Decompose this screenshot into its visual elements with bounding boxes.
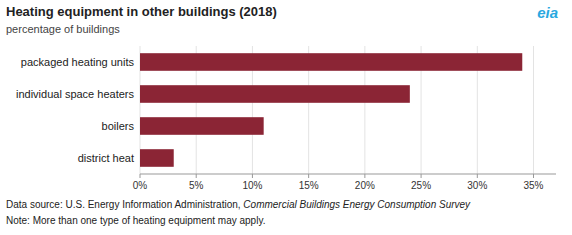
x-tick [364, 174, 365, 178]
x-tick-label: 10% [242, 180, 262, 191]
x-tick [252, 174, 253, 178]
x-tick-label: 0% [133, 180, 148, 191]
x-tick-label: 25% [411, 180, 431, 191]
chart-svg: Heating equipment in other buildings (20… [0, 0, 572, 235]
x-axis-line [140, 174, 556, 175]
x-tick [196, 174, 197, 178]
footnote-survey: Commercial Buildings Energy Consumption … [243, 199, 471, 210]
logo: eia [537, 4, 558, 21]
x-tick [421, 174, 422, 178]
x-tick-label: 20% [355, 180, 375, 191]
x-tick [533, 174, 534, 178]
x-tick [308, 174, 309, 178]
x-tick-label: 15% [299, 180, 319, 191]
footnote-note: Note: More than one type of heating equi… [6, 215, 265, 226]
subtitle: percentage of buildings [6, 23, 120, 35]
bar [140, 85, 410, 103]
footnote-source: Data source: U.S. Energy Information Adm… [6, 199, 243, 210]
title: Heating equipment in other buildings (20… [6, 4, 277, 19]
chart-container: Heating equipment in other buildings (20… [0, 0, 572, 235]
x-tick-label: 30% [467, 180, 487, 191]
grid-line [533, 46, 534, 174]
category-label: individual space heaters [16, 88, 135, 100]
bar [140, 53, 522, 71]
x-tick-label: 5% [189, 180, 204, 191]
category-label: boilers [102, 120, 135, 132]
category-label: district heat [78, 152, 134, 164]
footnote: Data source: U.S. Energy Information Adm… [6, 199, 471, 210]
bar [140, 117, 264, 135]
category-label: packaged heating units [21, 56, 135, 68]
grid [140, 46, 534, 174]
bars [140, 53, 522, 167]
bar [140, 149, 174, 167]
x-tick [140, 174, 141, 178]
x-tick [477, 174, 478, 178]
x-tick-label: 35% [524, 180, 544, 191]
